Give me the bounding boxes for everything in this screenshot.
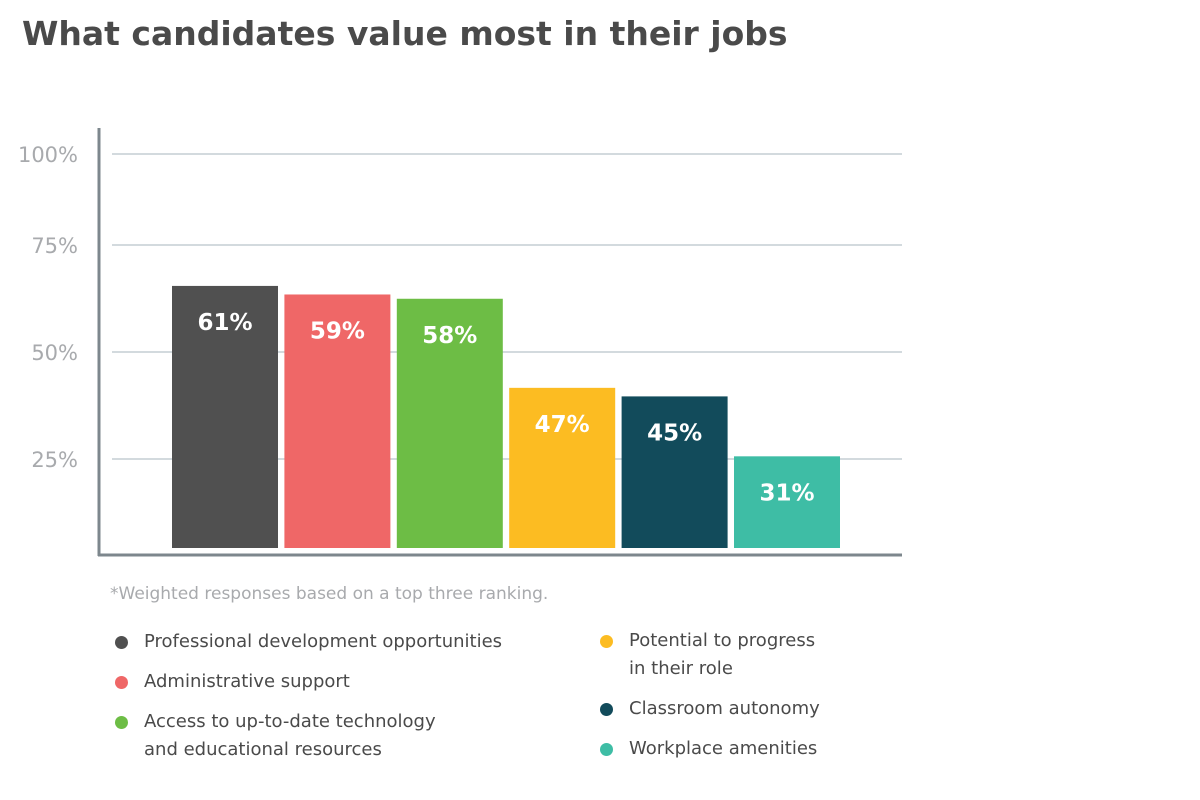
legend-swatch [600, 635, 613, 648]
legend-label: Classroom autonomy [629, 695, 820, 723]
legend-label: Access to up-to-date technology and educa… [144, 708, 436, 764]
chart-title: What candidates value most in their jobs [22, 14, 788, 53]
legend-label-line: Professional development opportunities [144, 631, 503, 652]
legend-swatch [115, 716, 128, 729]
legend-label: Workplace amenities [629, 735, 817, 763]
legend-swatch [115, 676, 128, 689]
bar-value-label: 61% [197, 310, 252, 336]
y-tick-label: 75% [31, 234, 78, 258]
chart-footnote: *Weighted responses based on a top three… [110, 584, 549, 604]
bar [734, 456, 840, 548]
legend-item: Professional development opportunities [115, 630, 502, 656]
bar [284, 294, 391, 548]
legend-label: Potential to progress in their role [629, 627, 815, 683]
bar-value-label: 47% [535, 412, 590, 438]
y-tick-label: 50% [31, 341, 78, 365]
bar-value-label: 58% [422, 323, 477, 349]
legend-swatch [600, 743, 613, 756]
legend-label-line: Access to up-to-date technology [144, 711, 436, 732]
bar [396, 298, 503, 548]
bar [509, 387, 616, 548]
y-tick-label: 25% [31, 448, 78, 472]
legend-label-line: and educational resources [144, 739, 382, 760]
legend-label-line: Potential to progress [629, 630, 816, 651]
legend-item: Workplace amenities [600, 737, 817, 763]
legend-item: Potential to progress in their role [600, 629, 815, 683]
legend-label-line: in their role [629, 658, 733, 679]
bar [172, 285, 278, 548]
legend-swatch [600, 703, 613, 716]
legend-label-line: Workplace amenities [629, 738, 818, 759]
legend-item: Classroom autonomy [600, 697, 820, 723]
y-tick-label: 100% [18, 143, 78, 167]
legend-label-line: Administrative support [144, 671, 350, 692]
legend-label: Professional development opportunities [144, 628, 502, 656]
bar-value-label: 45% [647, 420, 702, 446]
bar [621, 396, 728, 548]
y-axis-ticks: 25% 50% 75% 100% [18, 143, 78, 472]
legend-label-line: Classroom autonomy [629, 698, 820, 719]
bar-value-label: 59% [310, 318, 365, 344]
bar-value-label: 31% [759, 480, 814, 506]
bars: 61% 59% 58% 47% 45% 31% [172, 285, 840, 548]
legend-item: Access to up-to-date technology and educa… [115, 710, 436, 764]
legend-item: Administrative support [115, 670, 350, 696]
legend-swatch [115, 636, 128, 649]
legend-label: Administrative support [144, 668, 350, 696]
